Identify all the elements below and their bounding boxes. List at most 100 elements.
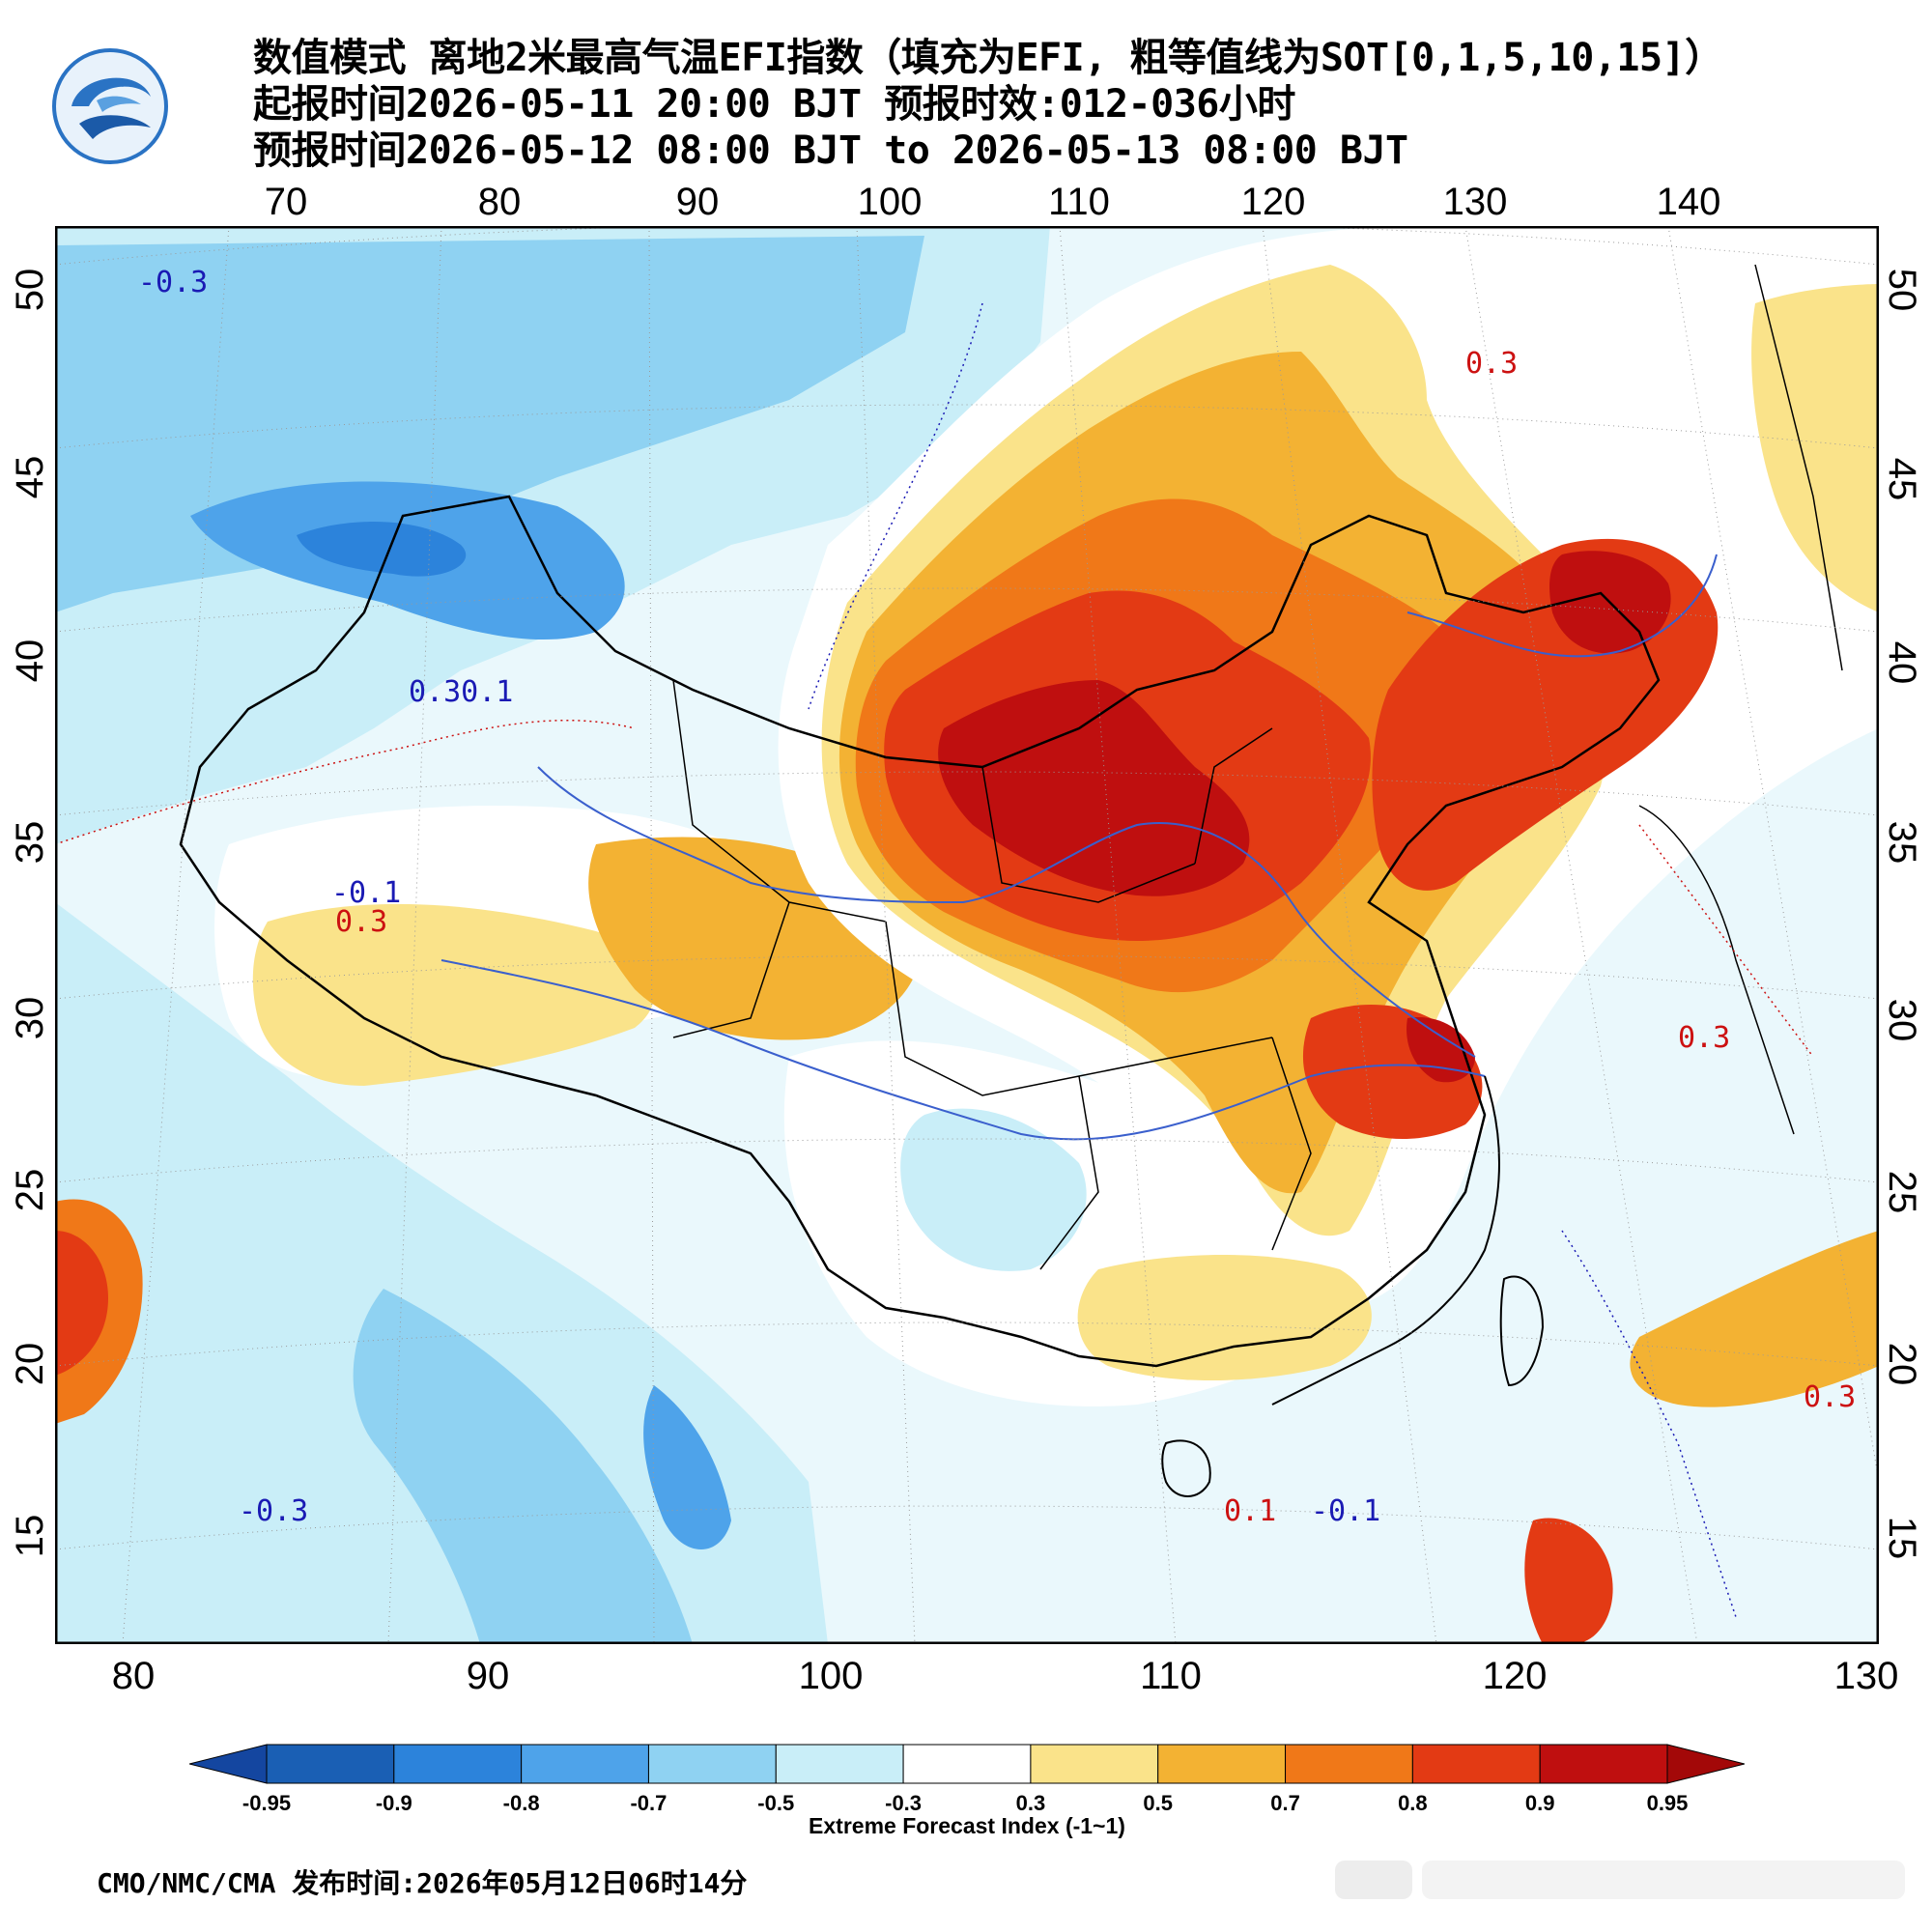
top-lon-tick: 130 bbox=[1443, 181, 1508, 223]
efi-colorbar: -0.95 -0.9 -0.8 -0.7 -0.5 -0.3 0.3 0.5 0.7 0.8 0.9… bbox=[189, 1744, 1745, 1838]
colorbar-tick-label: -0.8 bbox=[503, 1791, 540, 1815]
river-heilong bbox=[1406, 554, 1718, 658]
colorbar-tick-label: -0.7 bbox=[630, 1791, 667, 1815]
province-lines bbox=[672, 679, 1312, 1270]
left-lat-tick: 45 bbox=[9, 456, 51, 499]
efi-area-neg05-south bbox=[353, 1289, 693, 1644]
efi-area-pos05-sea bbox=[1630, 1231, 1879, 1407]
cma-logo bbox=[52, 48, 168, 164]
efi-area-pos08-luzon bbox=[1524, 1518, 1613, 1644]
japan-coast bbox=[1638, 805, 1795, 1135]
sakhalin-coast bbox=[1754, 264, 1843, 671]
contour-label-pos03-ne: 0.3 bbox=[1465, 347, 1518, 381]
colorbar-tick-label: -0.5 bbox=[757, 1791, 794, 1815]
efi-area-neg03-central bbox=[900, 1108, 1087, 1271]
colorbar-swatch bbox=[647, 1744, 777, 1784]
colorbar-swatch bbox=[902, 1744, 1032, 1784]
colorbar-tick-label: 0.9 bbox=[1525, 1791, 1555, 1815]
colorbar-swatch bbox=[1030, 1744, 1159, 1784]
colorbar-swatch bbox=[266, 1744, 395, 1784]
efi-map: -0.3 0.30.1 0.3 0.3 0.3 -0.1 0.1 -0.1 -0… bbox=[55, 226, 1879, 1644]
right-lat-tick: 50 bbox=[1881, 269, 1923, 312]
watermark-mark bbox=[1335, 1861, 1905, 1899]
colorbar-swatch bbox=[1157, 1744, 1287, 1784]
title-block: 数值模式 离地2米最高气温EFI指数（填充为EFI, 粗等值线为SOT[0,1,… bbox=[253, 35, 1895, 174]
contour-pos01-japan bbox=[1638, 824, 1814, 1058]
colorbar-swatch bbox=[1285, 1744, 1413, 1784]
map-svg: -0.3 0.30.1 0.3 0.3 0.3 -0.1 0.1 -0.1 -0… bbox=[55, 226, 1879, 1644]
colorbar-tick-label: 0.5 bbox=[1143, 1791, 1173, 1815]
top-lon-tick: 120 bbox=[1241, 181, 1306, 223]
taiwan-outline bbox=[1499, 1275, 1545, 1387]
contour-label-neg01-west: -0.1 bbox=[331, 876, 401, 910]
colorbar-low-arrow bbox=[189, 1744, 268, 1784]
efi-area-pos03-west bbox=[252, 903, 655, 1086]
top-lon-tick: 140 bbox=[1657, 181, 1721, 223]
top-lon-tick: 90 bbox=[676, 181, 720, 223]
efi-area-pos03-south bbox=[1077, 1255, 1372, 1380]
coastline-east bbox=[1271, 1075, 1500, 1406]
left-lat-tick: 40 bbox=[9, 639, 51, 683]
colorbar-tick-label: -0.3 bbox=[885, 1791, 922, 1815]
left-lat-tick: 50 bbox=[9, 269, 51, 312]
colorbar-swatches bbox=[189, 1744, 1745, 1784]
right-lat-tick: 20 bbox=[1881, 1343, 1923, 1386]
colorbar-swatch bbox=[521, 1744, 649, 1784]
contour-label-neg03-nw: -0.3 bbox=[138, 266, 208, 299]
right-lat-tick: 15 bbox=[1881, 1517, 1923, 1560]
efi-area-pos03-sakhalin bbox=[1751, 284, 1879, 612]
right-lat-tick: 40 bbox=[1881, 641, 1923, 685]
colorbar-tick-label: 0.95 bbox=[1647, 1791, 1689, 1815]
hainan-outline bbox=[1161, 1439, 1211, 1497]
contour-neg01-sea bbox=[1561, 1230, 1737, 1618]
left-lat-tick: 35 bbox=[9, 821, 51, 865]
colorbar-tick-label: -0.95 bbox=[242, 1791, 291, 1815]
left-lat-tick: 15 bbox=[9, 1515, 51, 1558]
graticule bbox=[55, 226, 1879, 1644]
colorbar-labels: -0.95 -0.9 -0.8 -0.7 -0.5 -0.3 0.3 0.5 0.7 0.8 0.9… bbox=[242, 1791, 1688, 1815]
bottom-lon-tick: 90 bbox=[467, 1655, 510, 1697]
title-line-3: 预报时间2026-05-12 08:00 BJT to 2026-05-13 0… bbox=[253, 128, 1408, 173]
bottom-lon-tick: 100 bbox=[799, 1655, 864, 1697]
china-border bbox=[179, 495, 1661, 1368]
efi-area-pos08-india bbox=[55, 1231, 108, 1376]
colorbar-tick-label: 0.8 bbox=[1398, 1791, 1428, 1815]
right-lat-tick: 25 bbox=[1881, 1171, 1923, 1214]
top-lon-ticks: 70 80 90 100 110 120 130 140 bbox=[265, 181, 1721, 223]
efi-area-pos09-north bbox=[938, 680, 1250, 896]
colorbar-swatch bbox=[775, 1744, 904, 1784]
left-lat-tick: 30 bbox=[9, 997, 51, 1040]
bottom-lon-tick: 80 bbox=[112, 1655, 156, 1697]
left-lat-tick: 20 bbox=[9, 1343, 51, 1386]
map-frame bbox=[55, 226, 1879, 1644]
contour-label-neg03-sw: -0.3 bbox=[239, 1494, 308, 1528]
bottom-lon-ticks: 80 90 100 110 120 130 bbox=[112, 1655, 1899, 1697]
left-lat-tick: 25 bbox=[9, 1169, 51, 1212]
top-lon-tick: 110 bbox=[1048, 181, 1110, 223]
right-lat-tick: 45 bbox=[1881, 458, 1923, 501]
footer-issuer: CMO/NMC/CMA 发布时间:2026年05月12日06时14分 bbox=[97, 1867, 748, 1899]
river-yangtze bbox=[440, 959, 1486, 1141]
right-lat-ticks: 50 45 40 35 30 25 20 15 bbox=[1881, 269, 1923, 1560]
bottom-lon-tick: 120 bbox=[1483, 1655, 1548, 1697]
bottom-lon-tick: 110 bbox=[1140, 1655, 1202, 1697]
right-lat-tick: 35 bbox=[1881, 821, 1923, 865]
colorbar-title: Extreme Forecast Index (-1~1) bbox=[809, 1813, 1125, 1838]
efi-area-neg08 bbox=[297, 522, 467, 577]
contour-label-pos03-japan: 0.3 bbox=[1678, 1021, 1730, 1055]
left-lat-ticks: 50 45 40 35 30 25 20 15 bbox=[9, 269, 51, 1558]
right-lat-tick: 30 bbox=[1881, 999, 1923, 1042]
contour-label-03-01: 0.30.1 bbox=[409, 675, 513, 709]
colorbar-swatch bbox=[393, 1744, 523, 1784]
contour-label-pos03-w: 0.3 bbox=[335, 905, 387, 939]
contour-label-pos03-sea: 0.3 bbox=[1804, 1380, 1856, 1414]
bottom-lon-tick: 130 bbox=[1834, 1655, 1899, 1697]
colorbar-swatch bbox=[1539, 1744, 1668, 1784]
river-yellow bbox=[537, 766, 1476, 1058]
top-lon-tick: 80 bbox=[478, 181, 522, 223]
colorbar-high-arrow bbox=[1666, 1744, 1745, 1784]
colorbar-tick-label: 0.7 bbox=[1270, 1791, 1300, 1815]
colorbar-tick-label: -0.9 bbox=[376, 1791, 412, 1815]
title-line-1: 数值模式 离地2米最高气温EFI指数（填充为EFI, 粗等值线为SOT[0,1,… bbox=[253, 36, 1723, 80]
colorbar-tick-label: 0.3 bbox=[1016, 1791, 1046, 1815]
